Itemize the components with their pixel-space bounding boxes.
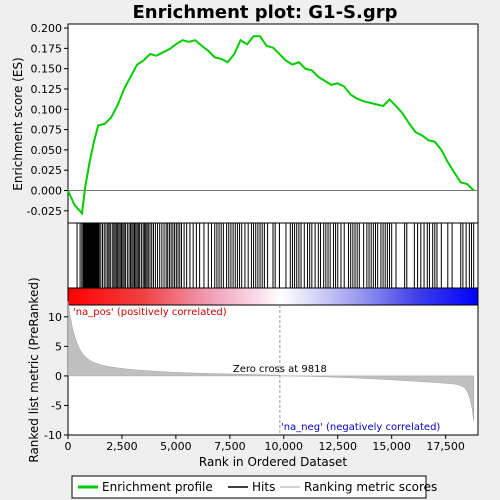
es-tick-label: 0.125 (31, 83, 63, 96)
metric-tick-label: -5 (51, 399, 62, 412)
metric-tick-label: -10 (44, 429, 62, 442)
es-tick-label: 0.050 (31, 144, 63, 157)
legend-hits-label: Hits (252, 480, 275, 494)
metric-axis-ticks: 10 5 0 -5 -10 (44, 311, 68, 442)
hit-marks (76, 223, 475, 288)
es-tick-label: 0.100 (31, 103, 63, 116)
ranking-metric-area (67, 301, 474, 421)
es-tick-label: 0.075 (31, 124, 63, 137)
x-tick-label: 12,500 (318, 440, 357, 453)
es-tick-label: 0.200 (31, 22, 63, 35)
x-tick-label: 10,000 (265, 440, 304, 453)
x-tick-label: 15,000 (372, 440, 411, 453)
x-axis-label: Rank in Ordered Dataset (199, 455, 347, 469)
legend-profile-label: Enrichment profile (102, 480, 213, 494)
x-tick-label: 7,500 (214, 440, 246, 453)
es-tick-label: 0.175 (31, 42, 63, 55)
enrichment-profile-line (67, 35, 475, 216)
es-tick-label: 0.000 (31, 185, 63, 198)
rank-color-bar (67, 287, 479, 306)
legend-box (71, 475, 427, 499)
es-tick-label: 0.025 (31, 164, 63, 177)
es-tick-label: -0.025 (27, 205, 62, 218)
legend-metric-label: Ranking metric scores (304, 480, 437, 494)
metric-tick-label: 0 (55, 370, 62, 383)
es-panel (67, 23, 479, 224)
x-axis-ticks: 0 2,500 5,000 7,500 10,000 12,500 15,000 17,500 (65, 435, 465, 453)
x-tick-label: 5,000 (160, 440, 192, 453)
metric-tick-label: 5 (55, 340, 62, 353)
x-tick-label: 17,500 (426, 440, 465, 453)
metric-axis-label: Ranked list metric (PreRanked) (27, 277, 41, 462)
es-tick-label: 0.150 (31, 63, 63, 76)
x-tick-label: 0 (65, 440, 72, 453)
neg-label: 'na_neg' (negatively correlated) (281, 422, 440, 433)
es-axis-label: Enrichment score (ES) (11, 57, 25, 190)
es-axis-ticks: 0.200 0.175 0.150 0.125 0.100 0.075 0.050 0.025… (27, 22, 68, 218)
metric-tick-label: 10 (48, 311, 62, 324)
x-tick-label: 2,500 (106, 440, 138, 453)
chart-title: Enrichment plot: G1-S.grp (133, 2, 398, 23)
pos-label: 'na_pos' (positively correlated) (73, 307, 227, 318)
zero-cross-label: Zero cross at 9818 (233, 364, 327, 375)
